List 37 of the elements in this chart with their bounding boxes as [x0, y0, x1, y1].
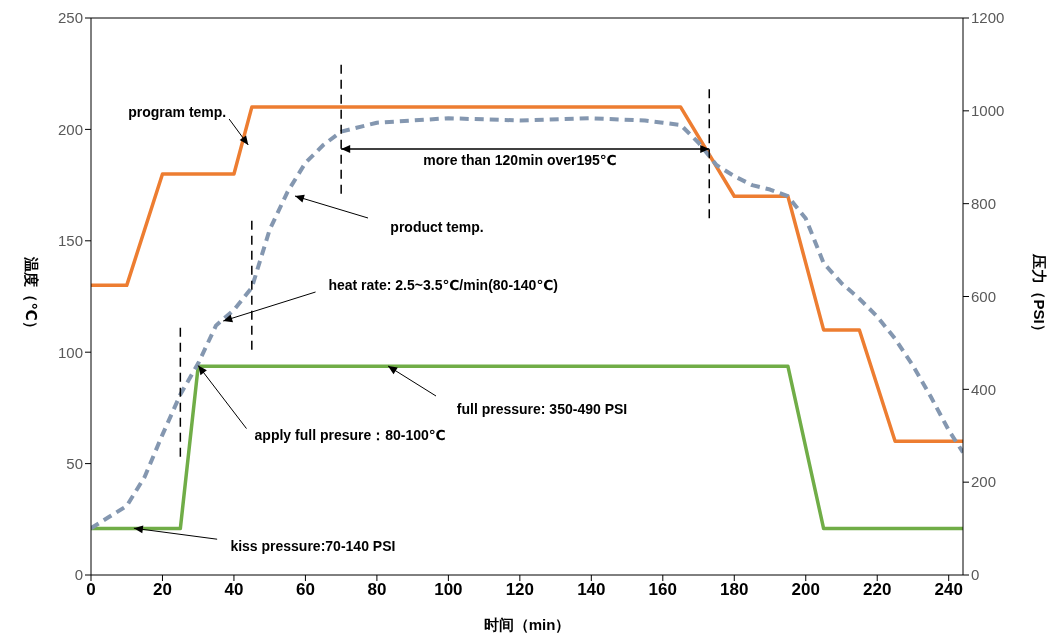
- y-tick-label: 200: [57, 120, 83, 138]
- y-tick-label: 250: [57, 9, 83, 27]
- x-tick-label: 0: [86, 580, 96, 600]
- y2-axis-title: 压力（PSI）: [1031, 253, 1048, 339]
- y-tick-label: 150: [57, 232, 83, 250]
- y-tick-label: 50: [66, 454, 83, 472]
- x-tick-label: 100: [434, 580, 463, 600]
- y2-tick-label: 400: [971, 380, 997, 398]
- x-tick-label: 80: [367, 580, 387, 600]
- x-tick-label: 140: [577, 580, 606, 600]
- x-tick-label: 40: [224, 580, 244, 600]
- y2-tick-label: 1200: [971, 9, 1005, 27]
- x-tick-label: 20: [153, 580, 172, 600]
- x-tick-label: 220: [863, 580, 892, 600]
- y-tick-label: 0: [74, 566, 83, 584]
- x-tick-label: 60: [295, 580, 315, 600]
- x-tick-label: 160: [648, 580, 677, 600]
- annotation: more than 120min over195℃: [423, 151, 617, 168]
- x-tick-label: 240: [934, 580, 963, 600]
- annotation: full pressure: 350-490 PSI: [456, 400, 628, 417]
- y-tick-label: 100: [57, 343, 83, 361]
- x-tick-label: 120: [505, 580, 535, 600]
- annotation: product temp.: [390, 218, 484, 235]
- annotation: heat rate: 2.5~3.5℃/min(80-140℃): [328, 276, 559, 293]
- y2-tick-label: 600: [971, 287, 997, 305]
- y2-tick-label: 200: [971, 473, 997, 491]
- annotation: apply full presure：80-100℃: [254, 427, 446, 444]
- y-axis-title: 温度（℃）: [23, 256, 40, 336]
- annotation: program temp.: [128, 103, 227, 120]
- y2-tick-label: 1000: [971, 102, 1005, 120]
- y2-tick-label: 800: [971, 194, 997, 212]
- x-tick-label: 200: [791, 580, 820, 600]
- x-tick-label: 180: [720, 580, 749, 600]
- y2-tick-label: 0: [971, 566, 980, 584]
- line-series: [91, 105, 963, 444]
- x-axis-title: 时间（min）: [483, 616, 571, 633]
- annotation: kiss pressure:70-140 PSI: [230, 537, 396, 554]
